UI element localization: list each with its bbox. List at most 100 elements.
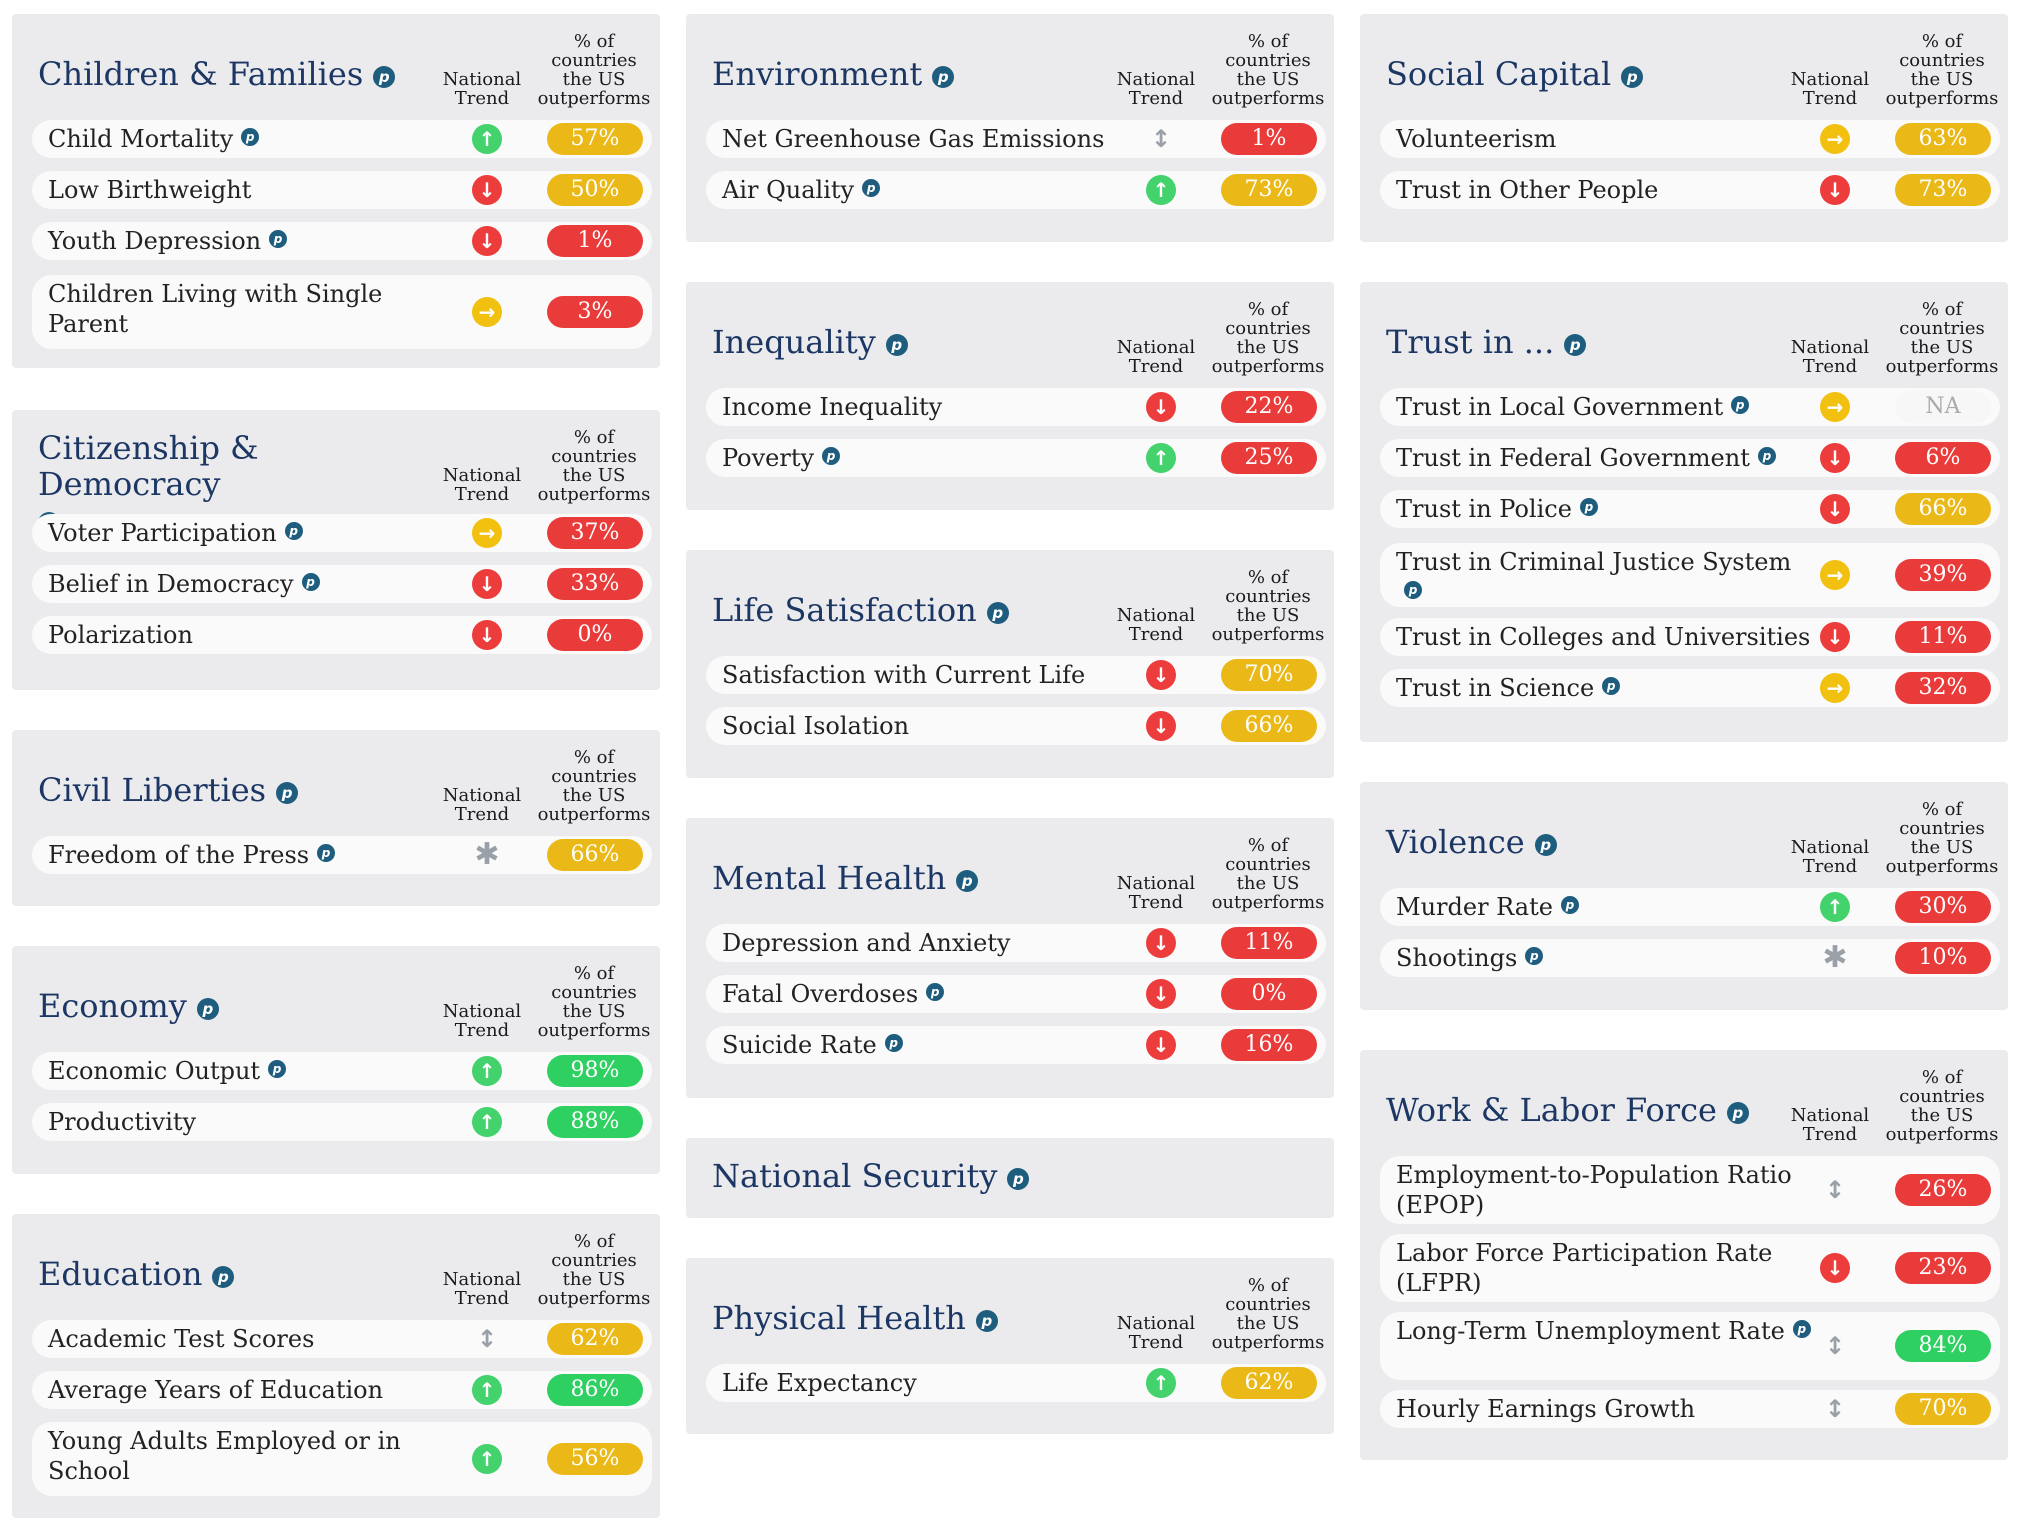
info-p-icon[interactable]: p (317, 843, 336, 862)
info-p-icon[interactable]: p (926, 982, 945, 1001)
info-p-icon[interactable]: p (284, 521, 303, 540)
metric-label-text[interactable]: Trust in Science (1396, 674, 1595, 702)
metric-label-text[interactable]: Income Inequality (722, 393, 943, 421)
info-p-icon[interactable]: p (1560, 895, 1579, 914)
info-p-icon[interactable]: p (1792, 1319, 1811, 1338)
metric-row-productivity[interactable]: Productivity ↑ 88% (32, 1103, 652, 1141)
metric-row-low-birthweight[interactable]: Low Birthweight ↓ 50% (32, 171, 652, 209)
metric-label[interactable]: Shootings p (1396, 943, 1816, 973)
metric-row-depression-and-anxiety[interactable]: Depression and Anxiety ↓ 11% (706, 924, 1326, 962)
info-p-icon[interactable]: p (822, 446, 841, 465)
metric-label[interactable]: Trust in Local Government p (1396, 392, 1816, 422)
metric-label[interactable]: Belief in Democracy p (48, 569, 468, 599)
metric-label-text[interactable]: Hourly Earnings Growth (1396, 1395, 1696, 1423)
metric-row-life-expectancy[interactable]: Life Expectancy ↑ 62% (706, 1364, 1326, 1402)
metric-label[interactable]: Low Birthweight (48, 175, 468, 205)
info-p-icon[interactable]: p (1007, 1167, 1030, 1190)
metric-label-text[interactable]: Children Living with Single Parent (48, 280, 383, 338)
metric-row-trust-in-local-government[interactable]: Trust in Local Government p → NA (1380, 388, 2000, 426)
metric-label[interactable]: Academic Test Scores (48, 1324, 468, 1354)
info-p-icon[interactable]: p (1525, 946, 1544, 965)
metric-label-text[interactable]: Productivity (48, 1108, 197, 1136)
metric-row-hourly-earnings-growth[interactable]: Hourly Earnings Growth ↕ 70% (1380, 1390, 2000, 1428)
metric-row-poverty[interactable]: Poverty p ↑ 25% (706, 439, 1326, 477)
metric-label[interactable]: Employment-to-Population Ratio (EPOP) (1396, 1160, 1816, 1220)
metric-row-air-quality[interactable]: Air Quality p ↑ 73% (706, 171, 1326, 209)
metric-label-text[interactable]: Child Mortality (48, 125, 234, 153)
metric-row-child-mortality[interactable]: Child Mortality p ↑ 57% (32, 120, 652, 158)
info-p-icon[interactable]: p (1404, 580, 1422, 599)
metric-label[interactable]: Voter Participation p (48, 518, 468, 548)
metric-label-text[interactable]: Depression and Anxiety (722, 929, 1011, 957)
metric-label-text[interactable]: Satisfaction with Current Life (722, 661, 1086, 689)
metric-row-freedom-of-the-press[interactable]: Freedom of the Press p ✱ 66% (32, 836, 652, 874)
metric-label[interactable]: Productivity (48, 1107, 468, 1137)
metric-label[interactable]: Polarization (48, 620, 468, 650)
metric-label-text[interactable]: Suicide Rate (722, 1031, 877, 1059)
metric-row-average-years-of-education[interactable]: Average Years of Education ↑ 86% (32, 1371, 652, 1409)
metric-label-text[interactable]: Social Isolation (722, 712, 910, 740)
metric-label-text[interactable]: Volunteerism (1396, 125, 1557, 153)
metric-row-labor-force-participation-rate-lfpr[interactable]: Labor Force Participation Rate (LFPR) ↓ 23… (1380, 1234, 2000, 1302)
info-p-icon[interactable]: p (1757, 446, 1776, 465)
metric-row-fatal-overdoses[interactable]: Fatal Overdoses p ↓ 0% (706, 975, 1326, 1013)
metric-label-text[interactable]: Fatal Overdoses (722, 980, 919, 1008)
metric-label[interactable]: Suicide Rate p (722, 1030, 1142, 1060)
metric-label[interactable]: Air Quality p (722, 175, 1142, 205)
metric-label-text[interactable]: Economic Output (48, 1057, 261, 1085)
info-p-icon[interactable]: p (884, 1033, 903, 1052)
info-p-icon[interactable]: p (956, 869, 979, 892)
info-p-icon[interactable]: p (1602, 676, 1621, 695)
metric-label[interactable]: Economic Output p (48, 1056, 468, 1086)
metric-label[interactable]: Youth Depression p (48, 226, 468, 256)
metric-label-text[interactable]: Voter Participation (48, 519, 277, 547)
metric-label[interactable]: Trust in Other People (1396, 175, 1816, 205)
info-p-icon[interactable]: p (885, 333, 908, 356)
metric-label-text[interactable]: Trust in Federal Government (1396, 444, 1750, 472)
metric-label-text[interactable]: Belief in Democracy (48, 570, 294, 598)
metric-row-young-adults-employed-or-in-school[interactable]: Young Adults Employed or in School ↑ 56% (32, 1422, 652, 1496)
info-p-icon[interactable]: p (241, 127, 260, 146)
metric-label[interactable]: Social Isolation (722, 711, 1142, 741)
metric-label-text[interactable]: Freedom of the Press (48, 841, 310, 869)
metric-row-trust-in-other-people[interactable]: Trust in Other People ↓ 73% (1380, 171, 2000, 209)
metric-label[interactable]: Income Inequality (722, 392, 1142, 422)
metric-label[interactable]: Fatal Overdoses p (722, 979, 1142, 1009)
metric-label[interactable]: Poverty p (722, 443, 1142, 473)
metric-label[interactable]: Young Adults Employed or in School (48, 1426, 468, 1486)
info-p-icon[interactable]: p (1579, 497, 1598, 516)
metric-label-text[interactable]: Trust in Criminal Justice System (1396, 548, 1792, 576)
metric-row-voter-participation[interactable]: Voter Participation p → 37% (32, 514, 652, 552)
metric-label[interactable]: Life Expectancy (722, 1368, 1142, 1398)
metric-row-economic-output[interactable]: Economic Output p ↑ 98% (32, 1052, 652, 1090)
metric-label-text[interactable]: Polarization (48, 621, 193, 649)
metric-row-volunteerism[interactable]: Volunteerism → 63% (1380, 120, 2000, 158)
info-p-icon[interactable]: p (1731, 395, 1750, 414)
info-p-icon[interactable]: p (268, 1059, 287, 1078)
metric-row-youth-depression[interactable]: Youth Depression p ↓ 1% (32, 222, 652, 260)
metric-row-polarization[interactable]: Polarization ↓ 0% (32, 616, 652, 654)
metric-label[interactable]: Net Greenhouse Gas Emissions (722, 124, 1142, 154)
info-p-icon[interactable]: p (196, 997, 219, 1020)
metric-row-trust-in-science[interactable]: Trust in Science p → 32% (1380, 669, 2000, 707)
info-p-icon[interactable]: p (1564, 333, 1587, 356)
metric-label[interactable]: Satisfaction with Current Life (722, 660, 1142, 690)
info-p-icon[interactable]: p (862, 178, 881, 197)
metric-label[interactable]: Trust in Science p (1396, 673, 1816, 703)
metric-label[interactable]: Trust in Colleges and Universities (1396, 622, 1816, 652)
metric-row-trust-in-police[interactable]: Trust in Police p ↓ 66% (1380, 490, 2000, 528)
metric-row-satisfaction-with-current-life[interactable]: Satisfaction with Current Life ↓ 70% (706, 656, 1326, 694)
info-p-icon[interactable]: p (373, 65, 396, 88)
metric-row-trust-in-federal-government[interactable]: Trust in Federal Government p ↓ 6% (1380, 439, 2000, 477)
metric-label[interactable]: Trust in Federal Government p (1396, 443, 1816, 473)
metric-row-long-term-unemployment-rate[interactable]: Long-Term Unemployment Rate p ↕ 84% (1380, 1312, 2000, 1380)
info-p-icon[interactable]: p (1621, 65, 1644, 88)
metric-label-text[interactable]: Net Greenhouse Gas Emissions (722, 125, 1105, 153)
metric-label-text[interactable]: Air Quality (722, 176, 855, 204)
metric-label[interactable]: Labor Force Participation Rate (LFPR) (1396, 1238, 1816, 1298)
metric-label-text[interactable]: Long-Term Unemployment Rate (1396, 1317, 1785, 1345)
info-p-icon[interactable]: p (212, 1265, 235, 1288)
metric-label[interactable]: Trust in Police p (1396, 494, 1816, 524)
metric-label-text[interactable]: Academic Test Scores (48, 1325, 315, 1353)
metric-row-belief-in-democracy[interactable]: Belief in Democracy p ↓ 33% (32, 565, 652, 603)
